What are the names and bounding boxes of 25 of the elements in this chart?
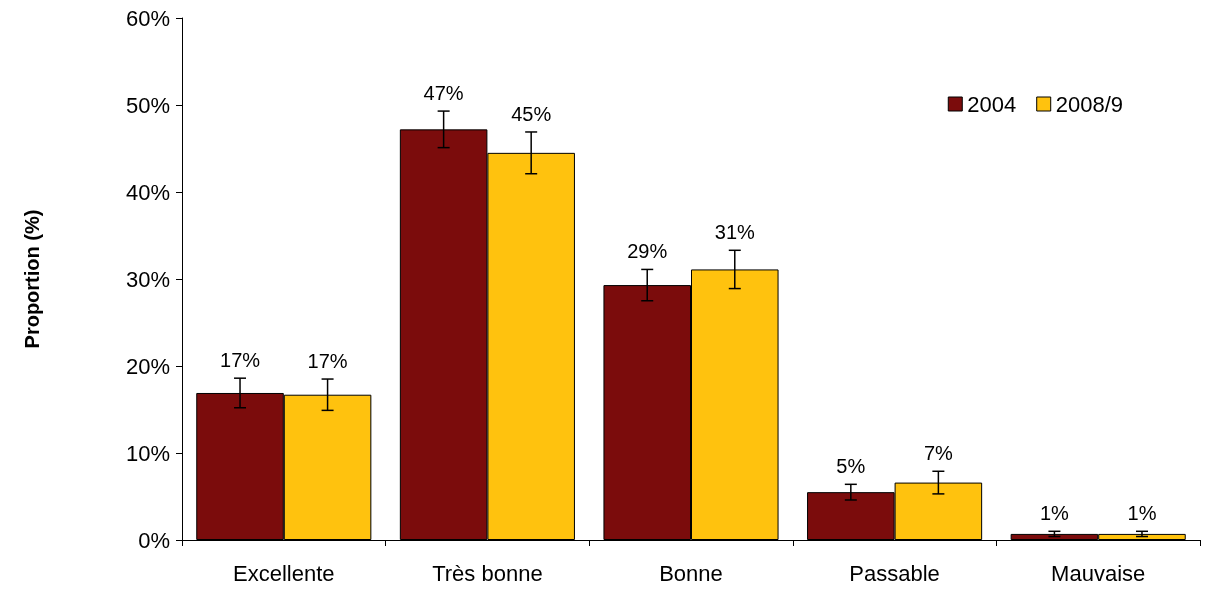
- data-label: 1%: [1127, 502, 1157, 525]
- y-tick-label: 60%: [125, 5, 170, 31]
- x-tick-label: Passable: [849, 560, 940, 586]
- data-label: 47%: [423, 82, 464, 105]
- y-axis-title: Proportion (%): [21, 209, 43, 349]
- data-label: 17%: [220, 349, 261, 372]
- legend-label: 2004: [967, 91, 1017, 117]
- data-label: 45%: [511, 102, 552, 125]
- x-tick-label: Excellente: [233, 560, 335, 586]
- data-label: 29%: [627, 240, 668, 263]
- x-tick-label: Bonne: [659, 560, 723, 586]
- x-tick-label: Mauvaise: [1051, 560, 1146, 586]
- y-tick-label: 10%: [125, 440, 170, 466]
- y-tick-label: 20%: [125, 353, 170, 379]
- data-label: 31%: [714, 221, 755, 244]
- y-tick-label: 50%: [125, 92, 170, 118]
- data-label: 17%: [307, 350, 348, 373]
- data-label: 5%: [836, 455, 866, 478]
- x-tick-label: Très bonne: [432, 560, 543, 586]
- data-label: 7%: [923, 442, 954, 465]
- legend-label: 2008/9: [1055, 91, 1124, 117]
- y-tick-label: 30%: [125, 266, 170, 292]
- y-tick-label: 40%: [125, 179, 170, 205]
- data-label: 1%: [1039, 502, 1070, 525]
- y-tick-label: 0%: [138, 527, 170, 553]
